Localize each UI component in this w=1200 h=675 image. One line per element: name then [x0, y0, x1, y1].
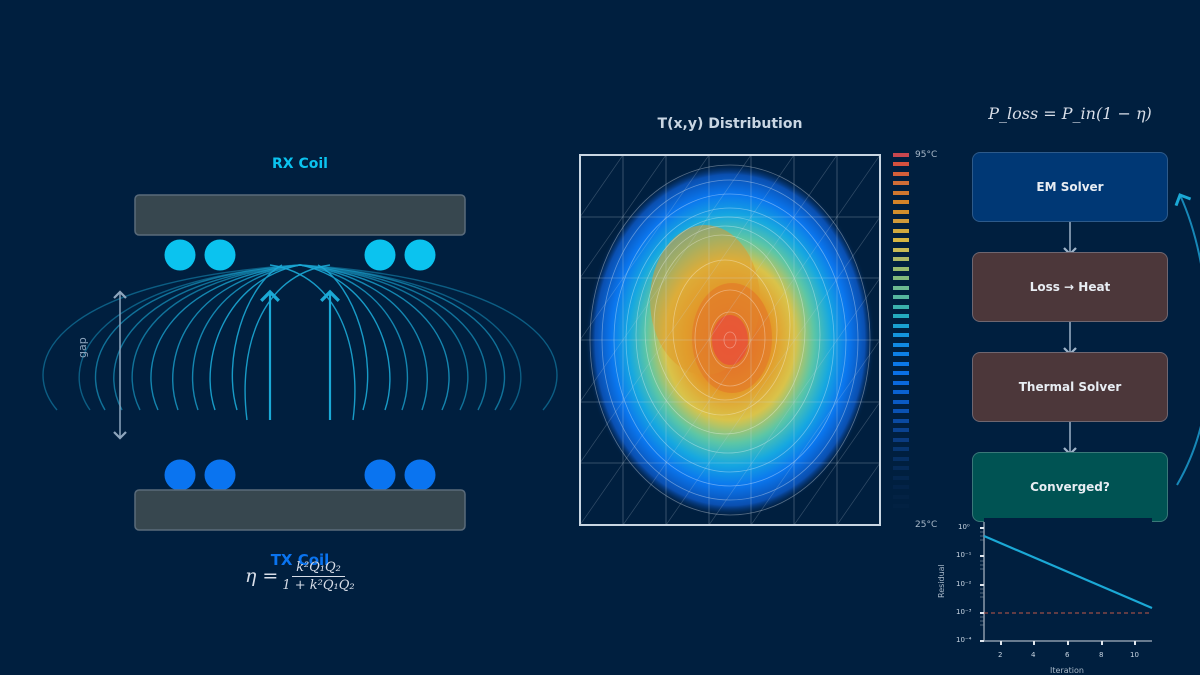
thermal-heatmap — [580, 155, 880, 525]
magnetic-field-lines — [42, 264, 558, 421]
residual-ytick-2: 10⁻² — [956, 580, 972, 588]
efficiency-numerator: k²Q₁Q₂ — [292, 560, 345, 577]
residual-xtick-0: 2 — [998, 651, 1003, 659]
colorbar-max-label: 95°C — [915, 150, 938, 160]
thermal-map-frame — [579, 154, 881, 526]
efficiency-lhs: η = — [245, 565, 279, 587]
flow-step-label: Loss → Heat — [1029, 280, 1111, 294]
flow-step-em-solver[interactable]: EM Solver — [972, 152, 1168, 222]
flow-step-thermal-solver[interactable]: Thermal Solver — [972, 352, 1168, 422]
residual-ytick-1: 10⁻¹ — [956, 551, 972, 559]
colorbar-min-label: 25°C — [915, 520, 938, 530]
flow-step-label: Thermal Solver — [1018, 380, 1122, 394]
loss-formula: P_loss = P_in(1 − η) — [988, 104, 1152, 123]
residual-xtick-2: 6 — [1065, 651, 1070, 659]
efficiency-formula: η = k²Q₁Q₂ 1 + k²Q₁Q₂ — [245, 556, 355, 596]
residual-xtick-3: 8 — [1099, 651, 1104, 659]
efficiency-denominator: 1 + k²Q₁Q₂ — [282, 577, 355, 593]
flow-step-label: Converged? — [1030, 480, 1110, 494]
thermal-map-title: T(x,y) Distribution — [657, 116, 803, 132]
residual-chart — [980, 518, 1153, 645]
flow-step-converged[interactable]: Converged? — [972, 452, 1168, 522]
residual-xtick-1: 4 — [1031, 651, 1036, 659]
rx-windings — [164, 239, 436, 271]
flow-step-label: EM Solver — [1036, 180, 1104, 194]
residual-ylabel: Residual — [937, 564, 946, 598]
tx-windings — [164, 459, 436, 491]
rx-coil-plate — [134, 194, 466, 236]
flow-step-loss-heat[interactable]: Loss → Heat — [972, 252, 1168, 322]
feedback-loop-arrow — [1174, 193, 1200, 486]
rx-coil-label: RX Coil — [272, 156, 328, 172]
residual-xlabel: Iteration — [1050, 666, 1084, 675]
colorbar — [893, 153, 909, 508]
gap-label: gap — [76, 337, 89, 358]
residual-ytick-0: 10⁰ — [958, 523, 970, 531]
residual-ytick-4: 10⁻⁴ — [956, 636, 972, 644]
residual-xtick-4: 10 — [1130, 651, 1139, 659]
residual-ytick-3: 10⁻³ — [956, 608, 972, 616]
tx-coil-plate — [134, 489, 466, 531]
tx-coil-label: TX Coil — [270, 551, 330, 569]
residual-line — [983, 534, 1153, 610]
